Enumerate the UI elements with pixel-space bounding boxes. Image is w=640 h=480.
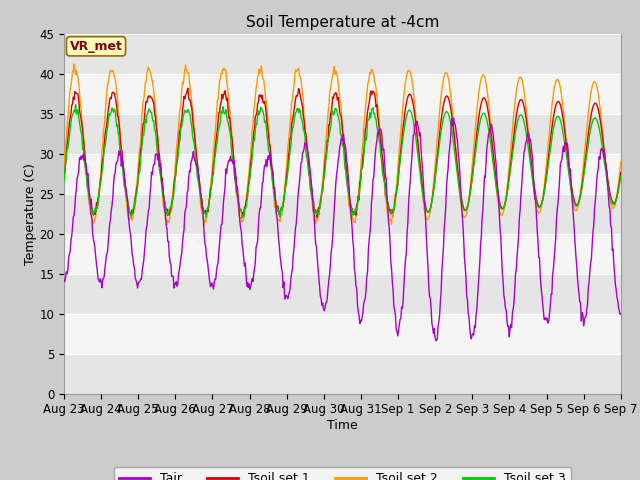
Bar	[64, 354, 621, 394]
Legend: Tair, Tsoil set 1, Tsoil set 2, Tsoil set 3: Tair, Tsoil set 1, Tsoil set 2, Tsoil se…	[114, 467, 571, 480]
Bar	[64, 114, 621, 154]
X-axis label: Time: Time	[327, 419, 358, 432]
Bar	[64, 34, 621, 73]
Title: Soil Temperature at -4cm: Soil Temperature at -4cm	[246, 15, 439, 30]
Bar	[64, 193, 621, 234]
Text: VR_met: VR_met	[70, 40, 122, 53]
Bar	[64, 274, 621, 313]
Y-axis label: Temperature (C): Temperature (C)	[24, 163, 36, 264]
